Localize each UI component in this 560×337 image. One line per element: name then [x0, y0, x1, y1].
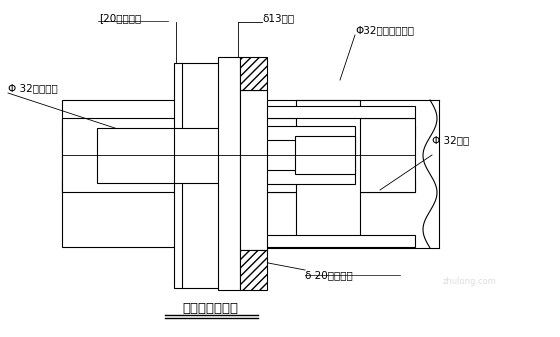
- Bar: [238, 106, 415, 118]
- Bar: [62, 100, 177, 247]
- Text: Φ 32粗制螺母: Φ 32粗制螺母: [8, 83, 58, 93]
- Text: 拉杆位置大样图: 拉杆位置大样图: [182, 302, 238, 314]
- Text: zhulong.com: zhulong.com: [443, 277, 497, 286]
- Bar: [295, 136, 355, 174]
- Bar: [296, 100, 360, 247]
- Bar: [62, 126, 415, 138]
- Text: Φ32螺母（加长）: Φ32螺母（加长）: [355, 25, 414, 35]
- Bar: [218, 57, 240, 290]
- Bar: [97, 128, 176, 183]
- Bar: [62, 118, 176, 192]
- Bar: [238, 235, 415, 247]
- Bar: [174, 128, 220, 183]
- Bar: [174, 63, 220, 288]
- Bar: [238, 118, 415, 192]
- Text: δ 20加强钢板: δ 20加强钢板: [305, 270, 353, 280]
- Text: δ13模面: δ13模面: [262, 13, 294, 23]
- Polygon shape: [240, 57, 267, 90]
- Polygon shape: [240, 250, 267, 290]
- Text: Φ 32拉杆: Φ 32拉杆: [432, 135, 469, 145]
- Bar: [62, 180, 415, 192]
- Bar: [238, 126, 355, 184]
- Bar: [240, 90, 267, 250]
- Text: [20加强槽钢: [20加强槽钢: [99, 13, 141, 23]
